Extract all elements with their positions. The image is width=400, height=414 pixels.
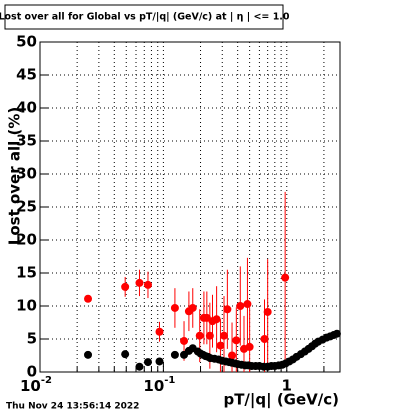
- data-point: [260, 335, 269, 343]
- data-point: [143, 358, 152, 367]
- x-tick-label: 10-1: [143, 375, 175, 395]
- chart-title: Lost over all for Global vs pT/|q| (GeV/…: [0, 12, 290, 23]
- y-axis-label: Lost over all (%): [6, 107, 24, 245]
- data-point: [216, 341, 225, 350]
- data-point: [228, 351, 237, 360]
- data-point: [135, 278, 144, 287]
- data-point: [170, 303, 179, 312]
- data-point: [121, 282, 130, 291]
- x-tick-base: 10: [143, 377, 164, 395]
- x-tick-label: 10-2: [20, 375, 52, 395]
- y-tick-label: 15: [16, 264, 37, 282]
- data-point: [135, 362, 144, 371]
- data-point: [155, 327, 164, 336]
- y-tick-label: 45: [16, 66, 37, 84]
- footer-date: Thu Nov 24 13:56:14 2022: [6, 402, 139, 412]
- data-point: [281, 273, 290, 282]
- x-axis-label: pT/|q| (GeV/c): [223, 391, 339, 410]
- plot-frame: [39, 41, 341, 373]
- y-tick-label: 25: [16, 198, 37, 216]
- y-tick-label: 50: [16, 33, 37, 51]
- data-point: [188, 303, 197, 312]
- data-point: [155, 357, 164, 366]
- data-point: [170, 350, 179, 359]
- y-tick-label: 20: [16, 231, 37, 249]
- data-point: [243, 300, 252, 309]
- data-point: [223, 305, 232, 314]
- data-point: [195, 331, 204, 340]
- x-tick-exponent: -1: [164, 375, 175, 386]
- data-point: [143, 280, 152, 289]
- y-tick-label: 30: [16, 165, 37, 183]
- y-tick-label: 5: [27, 330, 37, 348]
- data-point: [121, 350, 130, 359]
- y-tick-label: 40: [16, 99, 37, 117]
- x-tick-base: 10: [20, 377, 41, 395]
- y-tick-label: 35: [16, 132, 37, 150]
- x-tick-label: 1: [282, 377, 292, 395]
- title-box: [4, 4, 284, 30]
- data-point: [205, 331, 214, 340]
- data-point: [180, 336, 189, 345]
- data-point: [220, 331, 229, 340]
- y-tick-label: 10: [16, 297, 37, 315]
- data-point: [263, 307, 272, 316]
- data-point: [332, 329, 341, 338]
- data-point: [236, 302, 245, 310]
- data-point: [245, 342, 254, 351]
- y-tick-label: 0: [27, 363, 37, 381]
- x-tick-exponent: -2: [41, 375, 52, 386]
- data-point: [84, 350, 93, 359]
- data-point: [84, 294, 93, 303]
- data-point: [232, 336, 241, 345]
- data-point: [212, 315, 221, 324]
